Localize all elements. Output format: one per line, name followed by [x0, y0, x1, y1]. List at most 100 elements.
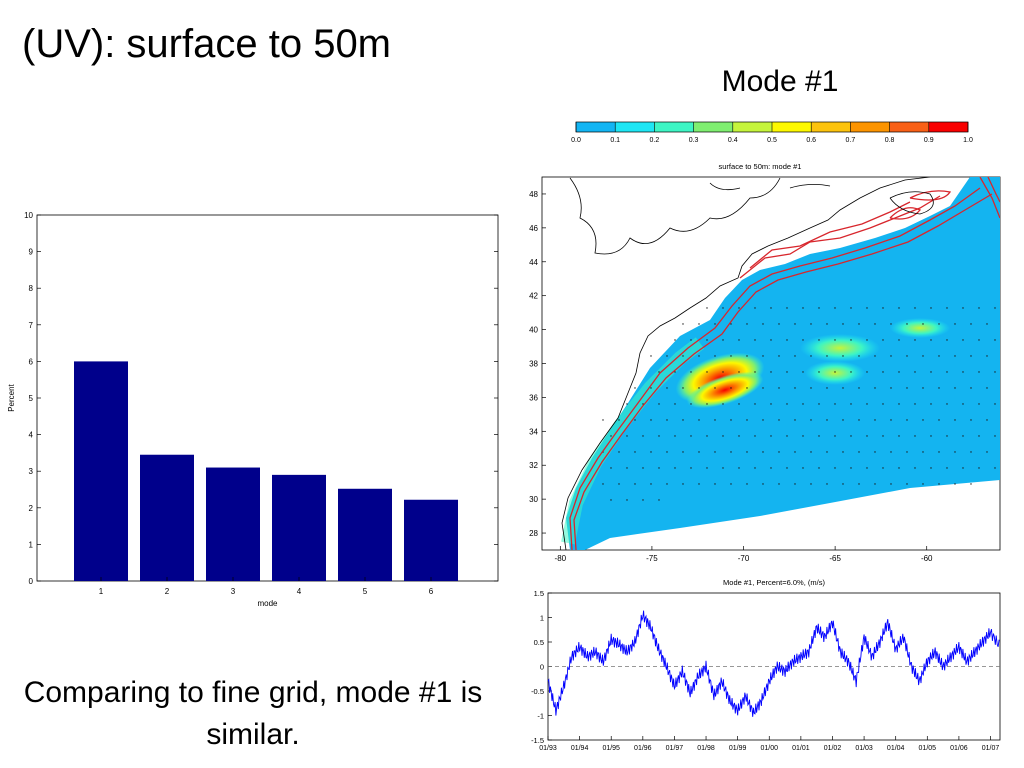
vector-dot: [714, 419, 716, 421]
vector-dot: [674, 371, 676, 373]
vector-dot: [866, 307, 868, 309]
y-tick-label: 8: [29, 284, 34, 293]
vector-dot: [730, 483, 732, 485]
vector-dot: [906, 483, 908, 485]
vector-dot: [754, 403, 756, 405]
vector-dot: [706, 467, 708, 469]
vector-dot: [674, 435, 676, 437]
vector-dot: [970, 451, 972, 453]
vector-dot: [970, 387, 972, 389]
ts-x-tick-label: 01/99: [729, 745, 747, 752]
vector-dot: [698, 355, 700, 357]
vector-dot: [874, 451, 876, 453]
vector-dot: [754, 435, 756, 437]
vector-dot: [658, 467, 660, 469]
vector-dot: [682, 483, 684, 485]
vector-dot: [746, 355, 748, 357]
vector-dot: [834, 371, 836, 373]
vector-dot: [986, 355, 988, 357]
vector-dot: [938, 483, 940, 485]
vector-dot: [778, 419, 780, 421]
vector-dot: [802, 371, 804, 373]
map-y-tick-label: 28: [529, 529, 538, 538]
vector-dot: [858, 387, 860, 389]
vector-dot: [714, 387, 716, 389]
vector-dot: [658, 371, 660, 373]
vector-dot: [978, 435, 980, 437]
vector-dot: [882, 467, 884, 469]
colorbar-swatch: [615, 122, 655, 132]
vector-dot: [930, 307, 932, 309]
vector-dot: [674, 467, 676, 469]
vector-dot: [962, 467, 964, 469]
ts-y-tick-label: -0.5: [531, 687, 544, 696]
vector-dot: [682, 419, 684, 421]
y-tick-label: 6: [29, 357, 34, 366]
vector-dot: [714, 355, 716, 357]
vector-dot: [938, 355, 940, 357]
vector-dot: [626, 403, 628, 405]
vector-dot: [938, 419, 940, 421]
vector-dot: [754, 339, 756, 341]
vector-dot: [802, 403, 804, 405]
y-tick-label: 7: [29, 321, 34, 330]
vector-dot: [746, 323, 748, 325]
vector-dot: [898, 435, 900, 437]
vector-dot: [850, 339, 852, 341]
map-y-tick-label: 46: [529, 224, 538, 233]
ts-x-tick-label: 01/98: [697, 745, 715, 752]
colorbar-tick-label: 0.8: [885, 137, 895, 144]
ts-y-tick-label: 0.5: [534, 638, 544, 647]
vector-dot: [850, 403, 852, 405]
spatial-map: surface to 50m: mode #1: [529, 162, 1001, 563]
map-y-tick-label: 38: [529, 360, 538, 369]
vector-dot: [794, 387, 796, 389]
vector-dot: [794, 355, 796, 357]
x-tick-label: 6: [429, 587, 434, 596]
vector-dot: [890, 323, 892, 325]
vector-dot: [946, 371, 948, 373]
vector-dot: [810, 387, 812, 389]
ts-x-tick-label: 01/95: [602, 745, 620, 752]
vector-dot: [834, 339, 836, 341]
vector-dot: [826, 387, 828, 389]
vector-dot: [818, 307, 820, 309]
vector-dot: [994, 371, 996, 373]
vector-dot: [906, 419, 908, 421]
shelf-contours: [569, 177, 1000, 550]
vector-dot: [786, 435, 788, 437]
vector-dot: [906, 355, 908, 357]
mode-heading: Mode #1: [721, 65, 839, 98]
vector-dot: [786, 371, 788, 373]
vector-dot: [962, 339, 964, 341]
vector-dot: [898, 467, 900, 469]
vector-dot: [794, 323, 796, 325]
vector-dot: [746, 483, 748, 485]
vector-dot: [898, 339, 900, 341]
vector-dot: [802, 307, 804, 309]
vector-dot: [986, 451, 988, 453]
vector-dot: [874, 323, 876, 325]
vector-dot: [738, 339, 740, 341]
vector-dot: [962, 371, 964, 373]
y-tick-label: 5: [29, 394, 34, 403]
vector-dot: [626, 435, 628, 437]
map-x-tick-label: -80: [555, 554, 567, 563]
vector-dot: [906, 387, 908, 389]
ts-x-tick-label: 01/03: [855, 745, 873, 752]
colorbar-tick-label: 0.2: [650, 137, 660, 144]
bar-mode-1: [74, 361, 128, 581]
vector-dot: [730, 387, 732, 389]
colorbar-swatch: [693, 122, 733, 132]
vector-dot: [682, 323, 684, 325]
vector-dot: [682, 387, 684, 389]
vector-dot: [930, 435, 932, 437]
vector-dot: [978, 339, 980, 341]
vector-dot: [882, 371, 884, 373]
x-axis-label: mode: [257, 599, 278, 608]
ts-x-tick-label: 01/04: [887, 745, 905, 752]
timeseries-chart: Mode #1, Percent=6.0%, (m/s) -1.5 -1 -0.5 0 0…: [531, 578, 1001, 752]
colorbar-tick-label: 0.0: [571, 137, 581, 144]
y-tick-label: 0: [29, 577, 34, 586]
vector-dot: [850, 467, 852, 469]
